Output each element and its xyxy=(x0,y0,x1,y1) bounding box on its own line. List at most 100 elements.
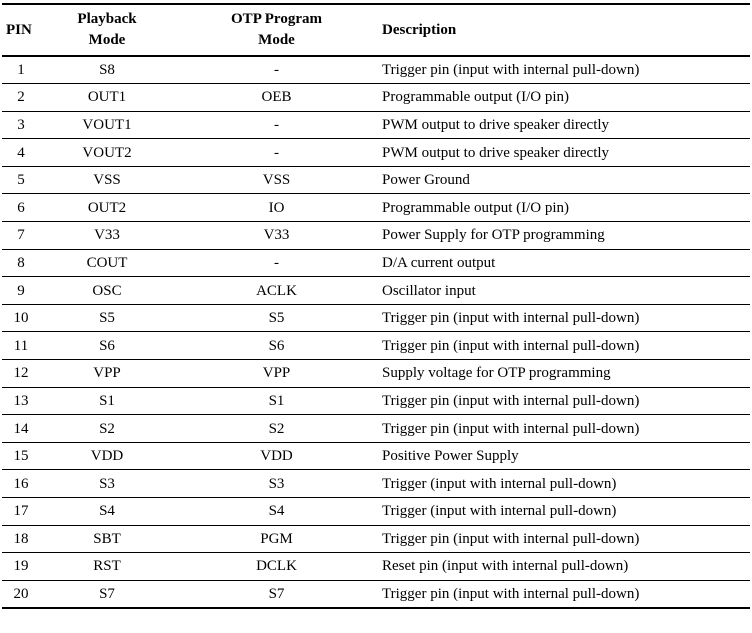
playback-mode-cell: RST xyxy=(40,552,174,581)
playback-mode-cell: VPP xyxy=(40,359,174,388)
pin-description-table: PIN Playback Mode OTP Program Mode Descrip… xyxy=(2,3,750,609)
header-playback-mode: Playback Mode xyxy=(40,3,174,57)
pin-cell: 14 xyxy=(2,414,40,443)
pin-cell: 7 xyxy=(2,221,40,250)
otp-mode-cell: VSS xyxy=(174,166,379,195)
pin-cell: 9 xyxy=(2,276,40,305)
description-cell: Trigger pin (input with internal pull-do… xyxy=(379,525,750,554)
table-row: 3 VOUT1- PWM output to drive speaker direc… xyxy=(2,111,750,140)
header-row: PIN Playback Mode OTP Program Mode Descrip… xyxy=(2,3,750,57)
playback-mode-cell: VOUT2 xyxy=(40,138,174,167)
table-row: 15 VDD VDD Positive Power Supply xyxy=(2,442,750,471)
table-body: 1 S8- Trigger pin (input with internal pul… xyxy=(2,56,750,609)
pin-cell: 13 xyxy=(2,387,40,416)
description-cell: Positive Power Supply xyxy=(379,442,750,471)
otp-mode-cell: S7 xyxy=(174,580,379,609)
playback-mode-cell: SBT xyxy=(40,525,174,554)
description-cell: Trigger pin (input with internal pull-do… xyxy=(379,331,750,361)
description-cell: Trigger pin (input with internal pull-do… xyxy=(379,56,750,85)
otp-mode-cell: V33 xyxy=(174,221,379,250)
otp-mode-cell: VPP xyxy=(174,359,379,388)
pin-cell: 15 xyxy=(2,442,40,471)
header-description: Description xyxy=(379,3,750,57)
otp-mode-cell: IO xyxy=(174,193,379,223)
description-cell: Trigger pin (input with internal pull-do… xyxy=(379,304,750,333)
otp-mode-cell: S6 xyxy=(174,331,379,361)
table-row: 16 S3 S3 Trigger (input with internal pull-… xyxy=(2,469,750,498)
pin-cell: 17 xyxy=(2,497,40,526)
playback-mode-cell: S1 xyxy=(40,387,174,416)
pin-cell: 4 xyxy=(2,138,40,167)
table-row: 19 RST DCLK Reset pin (input with internal … xyxy=(2,552,750,581)
playback-mode-cell: V33 xyxy=(40,221,174,250)
playback-mode-cell: S7 xyxy=(40,580,174,609)
table-row: 4 VOUT2- PWM output to drive speaker direc… xyxy=(2,138,750,167)
description-cell: Trigger pin (input with internal pull-do… xyxy=(379,414,750,443)
table-row: 12 VPP VPP Supply voltage for OTP programmi… xyxy=(2,359,750,388)
description-cell: Trigger (input with internal pull-down) xyxy=(379,497,750,526)
table-row: 13 S1 S1 Trigger pin (input with internal p… xyxy=(2,387,750,416)
otp-mode-cell: PGM xyxy=(174,525,379,554)
pin-cell: 19 xyxy=(2,552,40,581)
otp-mode-cell: S1 xyxy=(174,387,379,416)
pin-cell: 5 xyxy=(2,166,40,195)
description-cell: Power Supply for OTP programming xyxy=(379,221,750,250)
table-row: 17 S4 S4 Trigger (input with internal pull-… xyxy=(2,497,750,526)
playback-mode-cell: S2 xyxy=(40,414,174,443)
description-cell: PWM output to drive speaker directly xyxy=(379,111,750,140)
table-row: 1 S8- Trigger pin (input with internal pul… xyxy=(2,56,750,85)
table-row: 6 OUT2 IO Programmable output (I/O pin) xyxy=(2,193,750,223)
pin-cell: 18 xyxy=(2,525,40,554)
table-row: 14 S2 S2 Trigger pin (input with internal p… xyxy=(2,414,750,443)
playback-mode-cell: OUT1 xyxy=(40,83,174,112)
otp-mode-cell: - xyxy=(174,138,379,167)
header-playback-line1: Playback xyxy=(77,11,137,27)
table-row: 8 COUT - D/A current output xyxy=(2,249,750,278)
table-row: 7 V33 V33 Power Supply for OTP programming xyxy=(2,221,750,250)
header-otp-line2: Mode xyxy=(258,32,295,48)
description-cell: Supply voltage for OTP programming xyxy=(379,359,750,388)
description-cell: Trigger pin (input with internal pull-do… xyxy=(379,387,750,416)
header-otp-program-mode: OTP Program Mode xyxy=(174,3,379,57)
playback-mode-cell: S5 xyxy=(40,304,174,333)
table-row: 20 S7 S7 Trigger pin (input with internal p… xyxy=(2,580,750,609)
description-cell: Reset pin (input with internal pull-down… xyxy=(379,552,750,581)
description-cell: Power Ground xyxy=(379,166,750,195)
table-row: 9 OSC ACLK Oscillator input xyxy=(2,276,750,305)
otp-mode-cell: S3 xyxy=(174,469,379,498)
playback-mode-cell: S8 xyxy=(40,56,174,85)
header-description-label: Description xyxy=(382,21,457,38)
table-row: 2 OUT1 OEB Programmable output (I/O pin) xyxy=(2,83,750,112)
otp-mode-cell: S4 xyxy=(174,497,379,526)
otp-mode-cell: S2 xyxy=(174,414,379,443)
table-row: 18 SBT PGM Trigger pin (input with internal… xyxy=(2,525,750,554)
description-cell: Programmable output (I/O pin) xyxy=(379,193,750,223)
playback-mode-cell: S6 xyxy=(40,331,174,361)
playback-mode-cell: VDD xyxy=(40,442,174,471)
playback-mode-cell: VSS xyxy=(40,166,174,195)
pin-cell: 2 xyxy=(2,83,40,112)
playback-mode-cell: S4 xyxy=(40,497,174,526)
pin-cell: 16 xyxy=(2,469,40,498)
otp-mode-cell: - xyxy=(174,249,379,278)
playback-mode-cell: S3 xyxy=(40,469,174,498)
table-row: 10 S5 S5 Trigger pin (input with internal p… xyxy=(2,304,750,333)
playback-mode-cell: OUT2 xyxy=(40,193,174,223)
header-pin: PIN xyxy=(2,3,40,57)
otp-mode-cell: DCLK xyxy=(174,552,379,581)
table-row: 11 S6 S6 Trigger pin (input with internal p… xyxy=(2,331,750,361)
playback-mode-cell: OSC xyxy=(40,276,174,305)
otp-mode-cell: ACLK xyxy=(174,276,379,305)
pin-cell: 8 xyxy=(2,249,40,278)
otp-mode-cell: - xyxy=(174,111,379,140)
header-playback-line2: Mode xyxy=(88,32,126,48)
playback-mode-cell: VOUT1 xyxy=(40,111,174,140)
pin-cell: 10 xyxy=(2,304,40,333)
otp-mode-cell: VDD xyxy=(174,442,379,471)
description-cell: PWM output to drive speaker directly xyxy=(379,138,750,167)
header-otp-line1: OTP Program xyxy=(231,11,322,27)
playback-mode-cell: COUT xyxy=(40,249,174,278)
pin-cell: 6 xyxy=(2,193,40,223)
otp-mode-cell: - xyxy=(174,56,379,85)
pin-cell: 1 xyxy=(2,56,40,85)
